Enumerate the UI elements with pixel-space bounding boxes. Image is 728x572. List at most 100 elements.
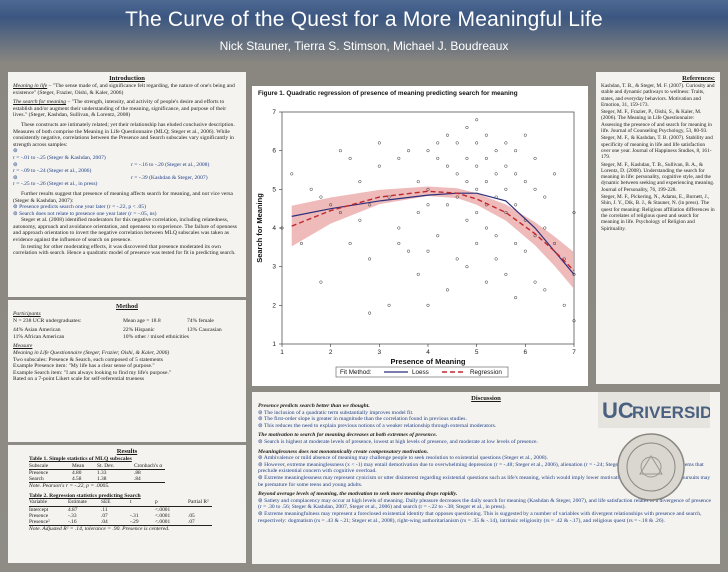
data-point: [533, 280, 537, 284]
data-point: [348, 241, 352, 246]
data-point: [426, 303, 430, 307]
data-point: [397, 156, 401, 160]
data-point: [523, 249, 527, 253]
data-point: [319, 280, 323, 284]
intro-paragraph-2: The search for meaning – "The strength, …: [13, 99, 227, 119]
data-point: [552, 172, 557, 176]
x-tick-label: 7: [572, 349, 576, 356]
reference-item: Steger, M. F., Frazier, P., Oishi, S., &…: [601, 109, 712, 135]
data-point: [465, 218, 469, 222]
data-point: [484, 133, 488, 137]
data-point: [426, 203, 430, 207]
data-point: [348, 156, 352, 160]
x-tick-label: 2: [329, 349, 333, 356]
data-point: [445, 288, 450, 292]
y-axis-label: Search for Meaning: [255, 193, 264, 263]
data-point: [416, 210, 420, 215]
list-item: ⊚ Ambivalence or mild absence of meaning…: [258, 455, 548, 462]
data-point: [329, 203, 333, 207]
poster-title: The Curve of the Quest for a More Meanin…: [125, 8, 603, 31]
reference-item: Steger, M. F., Kashdan, T. B., Sullivan,…: [601, 161, 715, 193]
data-point: [552, 241, 557, 246]
measure-detail-3: Example Search item: "I am always lookin…: [13, 369, 172, 376]
participants-row: N = 238 UCR undergraduates: Mean age = 1…: [13, 317, 214, 324]
data-point: [455, 141, 459, 145]
data-point: [572, 319, 576, 323]
data-point: [338, 149, 342, 153]
discussion-section-4: ⊚ Satiety and complacency may occur at h…: [258, 498, 714, 524]
legend-loess-label: Loess: [412, 369, 429, 376]
y-tick-label: 6: [272, 148, 276, 155]
measure-label: Measure: [13, 343, 33, 350]
y-tick-label: 2: [272, 302, 276, 309]
ethnicity-row-2: 11% African American 10% other / mixed e…: [13, 333, 189, 340]
intro-paragraph-4: Further results suggest that presence of…: [13, 190, 233, 204]
table1-header: Subscale Mean St. Dev. Cronbach's α: [29, 463, 166, 470]
data-point: [504, 164, 508, 168]
data-point: [455, 172, 459, 176]
data-point: [465, 125, 469, 130]
table-row: Presence² -.16.04 -.29 <.0001.07: [29, 519, 212, 526]
data-point: [484, 156, 488, 160]
data-point: [494, 257, 498, 261]
data-point: [494, 234, 498, 238]
data-point: [484, 180, 488, 184]
legend-regression-label: Regression: [470, 369, 502, 376]
data-point: [475, 141, 479, 145]
data-point: [533, 187, 537, 191]
data-point: [416, 272, 420, 276]
x-tick-label: 5: [475, 349, 479, 356]
list-item: ⊚ This reduces the need to explain previ…: [258, 422, 497, 429]
data-point: [514, 241, 518, 246]
reference-item: Kashdan, T. B., & Steger, M. F. (2007). …: [601, 83, 715, 108]
data-point: [426, 187, 430, 191]
data-point: [436, 141, 440, 145]
data-point: [358, 180, 362, 184]
figure-caption: Figure 1. Quadratic regression of presen…: [258, 90, 518, 97]
data-point: [368, 203, 372, 207]
method-heading: Method: [116, 303, 138, 310]
data-point: [319, 195, 323, 199]
table2-header: Variable Estimate SEE t p Partial R²: [29, 499, 212, 507]
list-item: ⊚ Extreme meaningfulness may represent a…: [258, 510, 702, 524]
data-point: [416, 180, 420, 184]
scatter-chart: 1 2 3 4 5 6 7 1 2 3 4 5 6 7 Presence of Meaning Search …: [255, 109, 576, 378]
intro-paragraph-3: These constructs are intimately related;…: [13, 121, 235, 148]
list-item: ⊚ However, extreme meaninglessness (x < …: [258, 461, 704, 475]
university-seal-icon: [617, 433, 685, 501]
intro-paragraph-6: In testing for other moderating effects,…: [13, 243, 236, 257]
ethnicity-row-1: 44% Asian American 22% Hispanic 13% Cauc…: [13, 327, 222, 334]
data-point: [475, 210, 479, 215]
references-heading: References:: [682, 75, 715, 82]
logo-riverside-text: RIVERSIDE: [632, 403, 710, 422]
discussion-section-1-title: Presence predicts search better than we …: [258, 403, 370, 409]
table1-note: Note. Pearson's r = -.22, p = .0005.: [29, 483, 110, 490]
data-point: [504, 187, 508, 191]
list-item: ⊚ The first-order slope is greater in ma…: [258, 416, 467, 423]
data-point: [280, 226, 284, 230]
discussion-section-3: ⊚ Ambivalence or mild absence of meaning…: [258, 455, 714, 488]
legend-box: [335, 366, 509, 378]
table-row: Search 4.58 1.38.84: [29, 476, 166, 483]
discussion-heading: Discussion: [471, 395, 501, 402]
data-point: [562, 303, 566, 307]
reference-item: Steger, M. F., Pickering, N., Adams, E.,…: [601, 194, 715, 232]
correlation-list: ⊚ r = -.01 to -.25 (Steger & Kashdan, 20…: [13, 148, 210, 188]
data-point: [309, 187, 313, 191]
logo-uc-text: UC: [602, 398, 634, 423]
data-point: [426, 149, 430, 153]
data-point: [397, 226, 401, 230]
data-point: [475, 164, 479, 168]
data-point: [504, 210, 508, 215]
data-point: [494, 172, 498, 176]
data-point: [465, 180, 469, 184]
ucr-logo-mark: UC RIVERSIDE: [598, 392, 710, 428]
data-point: [338, 210, 342, 215]
data-point: [543, 288, 547, 292]
data-point: [523, 133, 527, 137]
data-point: [406, 249, 411, 253]
table-row: Intercept 4.87.11 <.0001: [29, 506, 171, 513]
data-point: [358, 218, 362, 222]
measure-detail-4: Rated on a 7-point Likert scale for self…: [13, 376, 145, 383]
list-item: ⊚ Extreme meaninglessness may represent …: [258, 474, 711, 488]
